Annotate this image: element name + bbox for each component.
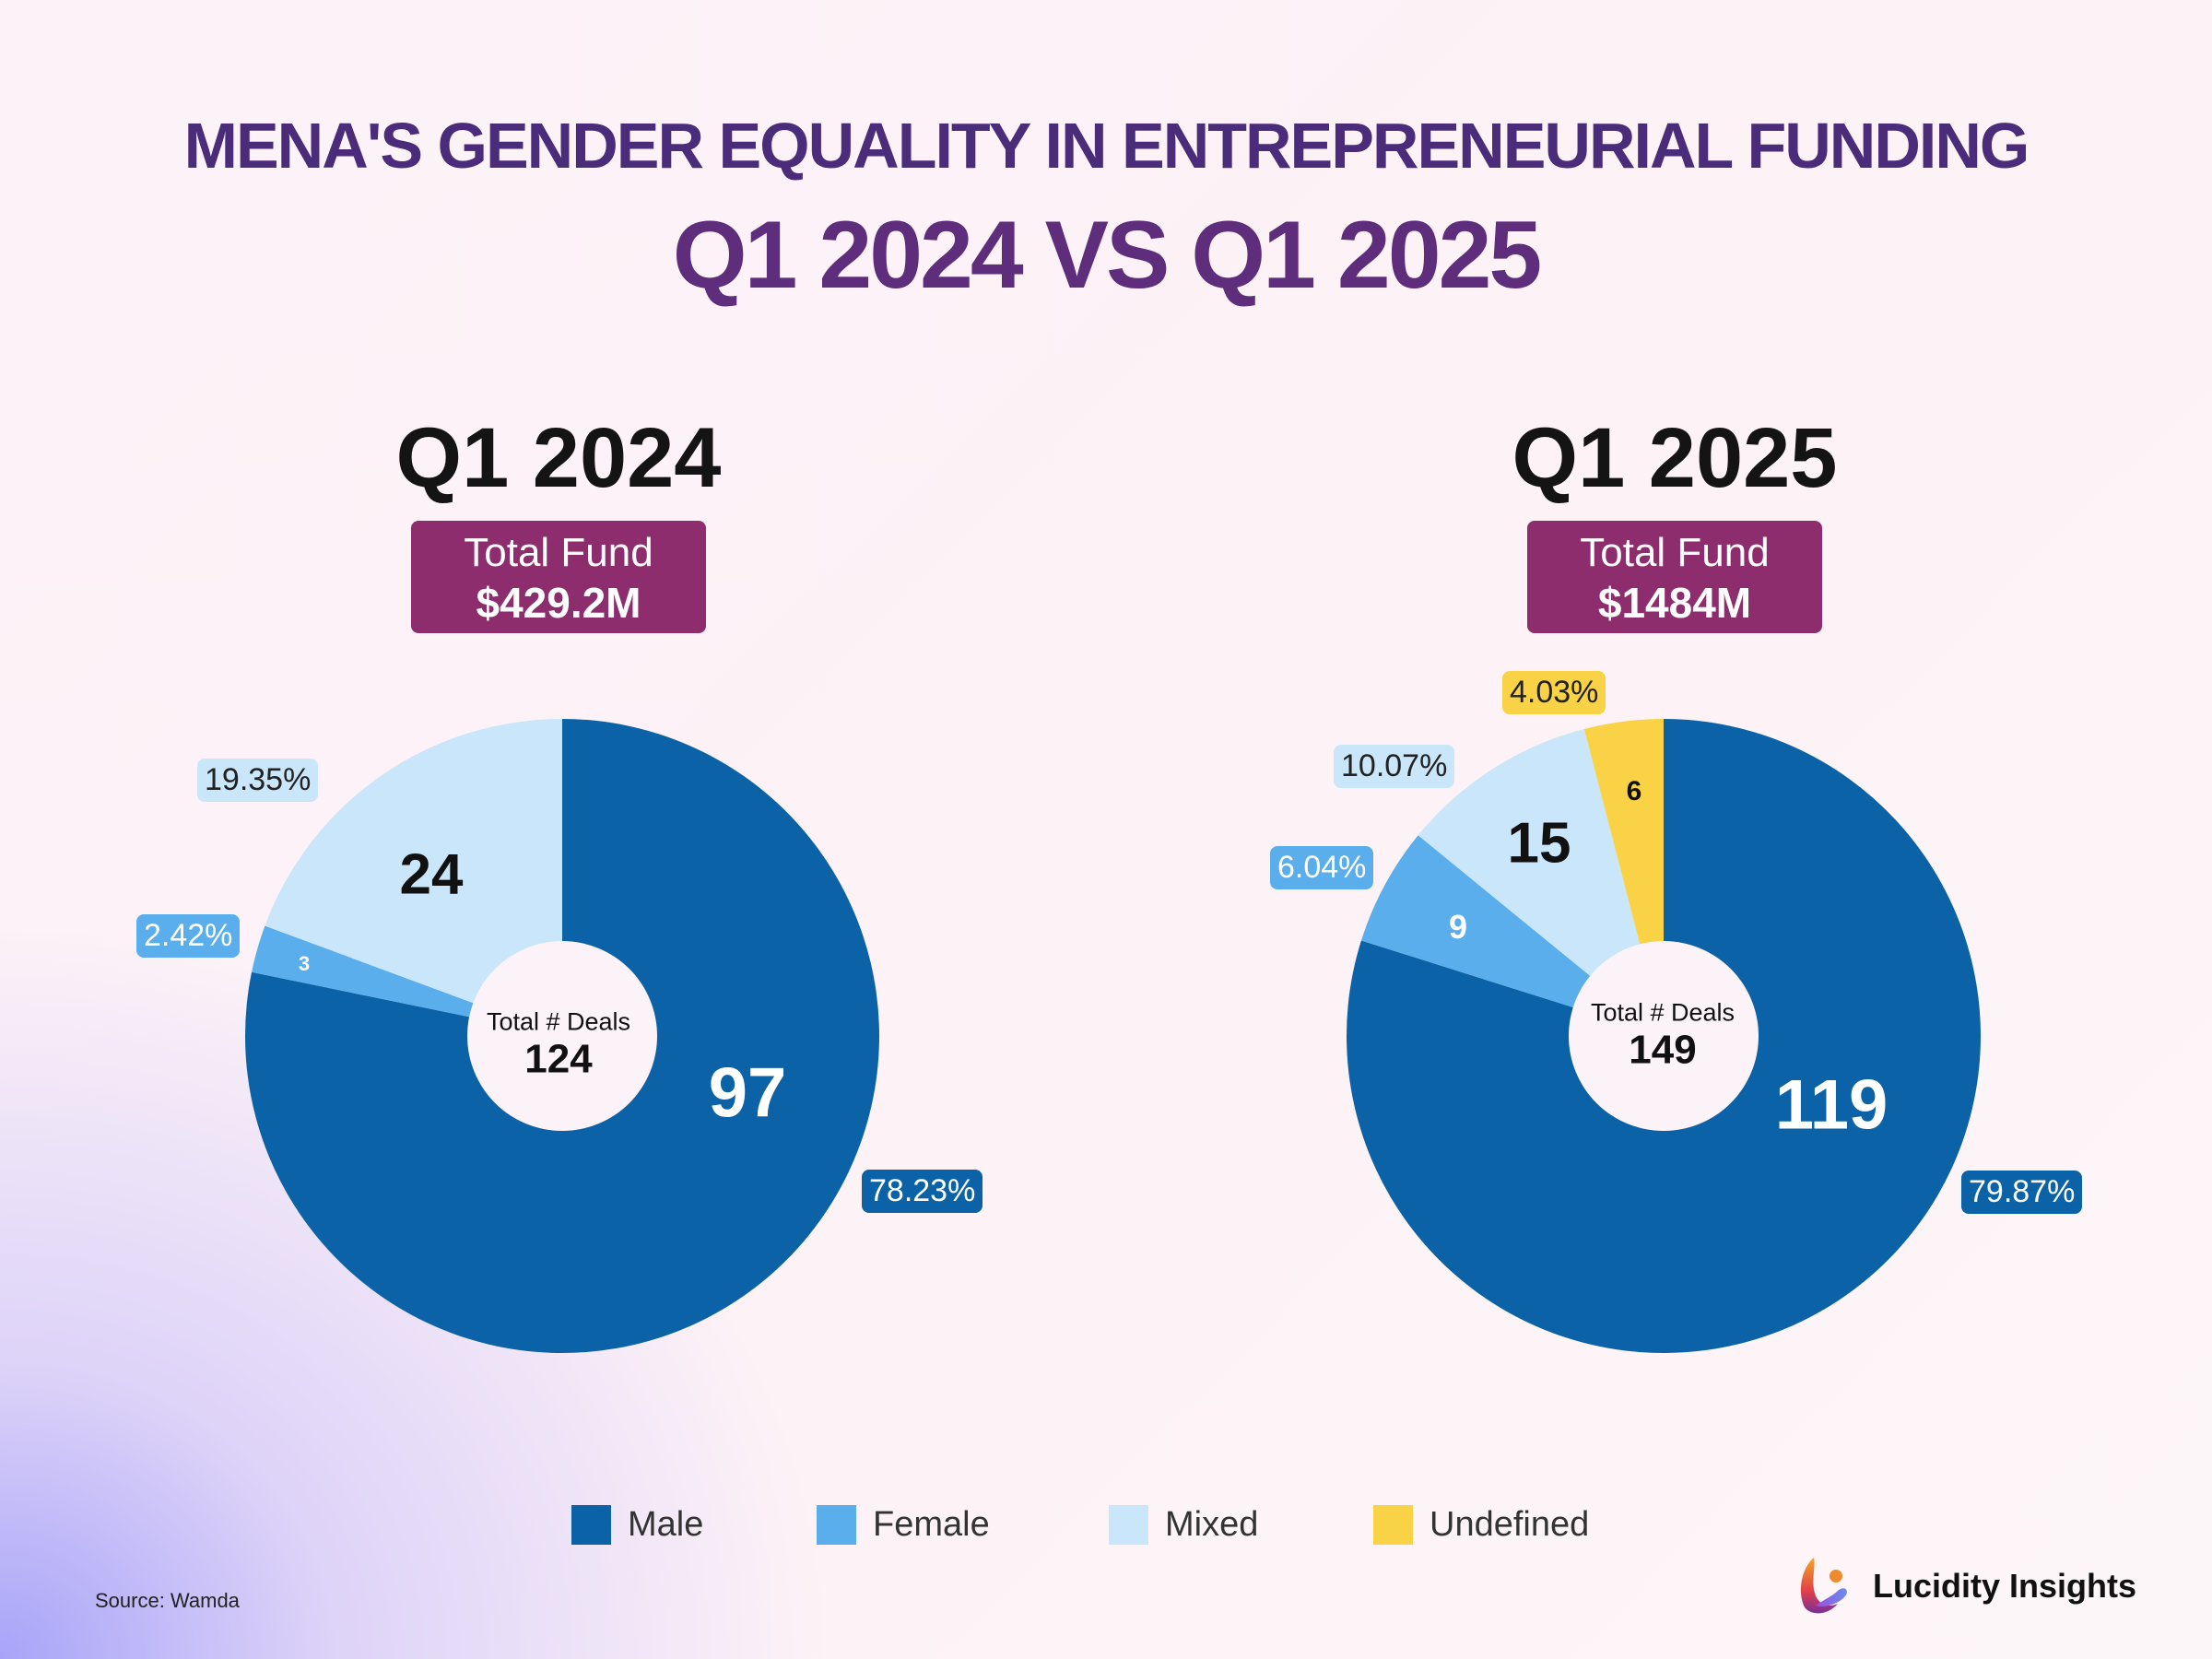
legend-label: Male	[628, 1505, 704, 1544]
lucidity-logo-icon	[1800, 1558, 1847, 1614]
pct-label-female-2025: 6.04%	[1270, 846, 1374, 889]
value-male-2024: 97	[708, 1053, 787, 1133]
total-fund-2024: Total Fund $429.2M	[411, 521, 706, 633]
total-deals-value: 149	[1629, 1027, 1697, 1073]
legend-item-female: Female	[817, 1505, 990, 1545]
value-undefined-2025: 6	[1626, 776, 1642, 806]
pct-label-mixed-2025: 10.07%	[1334, 745, 1455, 788]
value-mixed-2025: 15	[1507, 811, 1571, 876]
total-fund-value: $1484M	[1597, 579, 1752, 627]
pct-label-male-2025: 79.87%	[1961, 1171, 2083, 1214]
total-deals-value: 124	[524, 1036, 593, 1082]
value-male-2025: 119	[1774, 1065, 1888, 1145]
total-deals-2025: Total # Deals 149	[1591, 999, 1735, 1074]
legend-item-undefined: Undefined	[1373, 1505, 1589, 1545]
value-female-2024: 3	[298, 952, 311, 975]
total-fund-label: Total Fund	[464, 530, 653, 575]
title-line-2-text: Q1 2024 VS Q1 2025	[672, 202, 1542, 309]
total-deals-label: Total # Deals	[1590, 998, 1735, 1027]
q1-2025-heading: Q1 2025	[1512, 411, 1838, 505]
title-line-2: Q1 2024 VS Q1 2025	[0, 201, 2212, 311]
legend-item-male: Male	[571, 1505, 703, 1545]
pct-label-male-2024: 78.23%	[862, 1170, 983, 1213]
value-female-2025: 9	[1448, 908, 1468, 946]
legend-label: Undefined	[1430, 1505, 1590, 1544]
pct-label-mixed-2024: 19.35%	[197, 759, 319, 802]
legend-swatch	[571, 1505, 611, 1545]
legend-label: Mixed	[1165, 1505, 1259, 1544]
brand-name: Lucidity Insights	[1873, 1567, 2137, 1605]
total-fund-value: $429.2M	[476, 579, 641, 627]
legend-swatch	[1373, 1505, 1413, 1545]
title-line-1: MENA'S GENDER EQUALITY IN ENTREPRENEURIA…	[0, 109, 2212, 182]
brand-logo: Lucidity Insights	[1797, 1556, 2136, 1617]
pie-slice-mixed	[1418, 728, 1664, 1036]
title-line-1-text: MENA'S GENDER EQUALITY IN ENTREPRENEURIA…	[183, 110, 2030, 182]
legend-swatch	[817, 1505, 856, 1545]
total-fund-label: Total Fund	[1580, 530, 1770, 575]
total-fund-2025: Total Fund $1484M	[1527, 521, 1822, 633]
pie-slice-mixed	[265, 719, 562, 1036]
pct-label-undefined-2025: 4.03%	[1502, 671, 1606, 714]
pct-label-female-2024: 2.42%	[136, 914, 241, 958]
total-deals-2024: Total # Deals 124	[487, 1008, 630, 1083]
total-deals-label: Total # Deals	[486, 1007, 631, 1036]
legend-swatch	[1109, 1505, 1148, 1545]
q1-2024-heading: Q1 2024	[395, 411, 722, 505]
pie-center-hole	[467, 941, 657, 1131]
pie-center-hole	[1569, 941, 1759, 1131]
legend-label: Female	[873, 1505, 990, 1544]
legend-item-mixed: Mixed	[1109, 1505, 1258, 1545]
source-note: Source: Wamda	[95, 1589, 240, 1612]
value-mixed-2024: 24	[399, 842, 464, 907]
